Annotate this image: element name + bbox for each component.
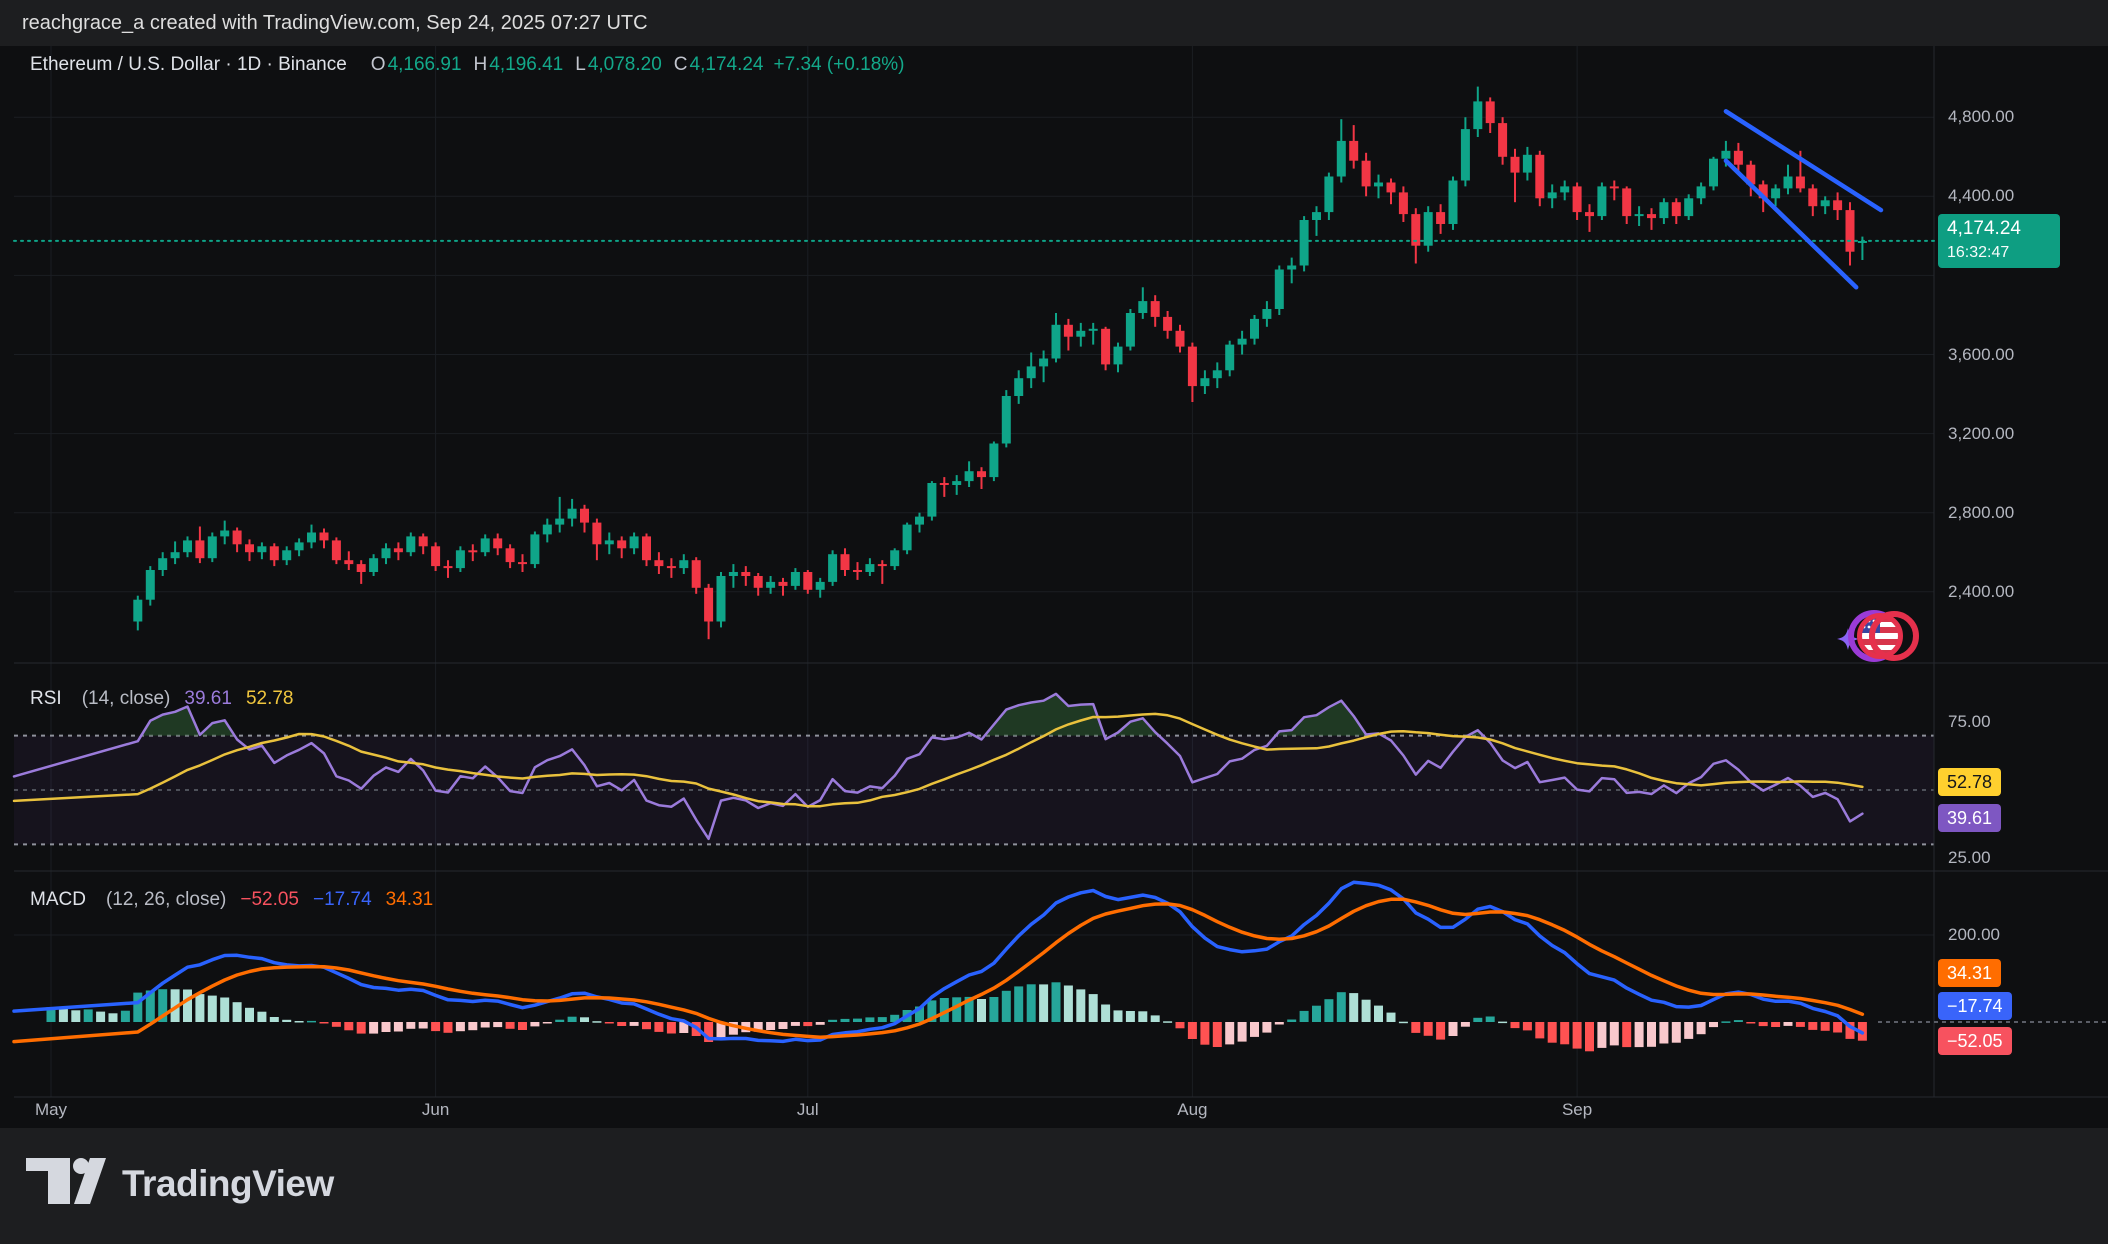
trendline-lower[interactable] bbox=[1723, 158, 1859, 290]
time-axis-label: Sep bbox=[1561, 1100, 1593, 1119]
macd-line-value: −17.74 bbox=[313, 889, 372, 910]
change-value: +7.34 (+0.18%) bbox=[773, 54, 905, 75]
macd-legend[interactable]: MACD (12, 26, close) −52.05 −17.74 34.31 bbox=[30, 889, 433, 911]
price-axis-label: 4,800.00 bbox=[1948, 107, 2015, 127]
time-axis-label: May bbox=[34, 1100, 68, 1119]
rsi-line-value: 39.61 bbox=[184, 688, 232, 709]
tradingview-logo-icon bbox=[26, 1158, 106, 1204]
high-label: H bbox=[473, 54, 488, 75]
symbol-legend[interactable]: Ethereum / U.S. Dollar · 1D · Binance O 4,… bbox=[30, 54, 904, 76]
rsi-axis-label: 75.00 bbox=[1948, 712, 1991, 731]
last-price-value: 4,174.24 bbox=[1947, 218, 2021, 239]
high-value: 4,196.41 bbox=[489, 54, 564, 75]
symbol-title: Ethereum / U.S. Dollar · 1D · Binance bbox=[30, 54, 347, 75]
time-axis-label: Aug bbox=[1177, 1100, 1208, 1119]
low-label: L bbox=[575, 54, 586, 75]
rsi-legend[interactable]: RSI (14, close) 39.61 52.78 bbox=[30, 688, 293, 710]
macd-hist-axis-badge: −52.05 bbox=[1938, 1027, 2012, 1055]
sparkle-icon bbox=[1837, 628, 1859, 650]
tradingview-logo[interactable]: TradingView bbox=[26, 1158, 334, 1210]
macd-title: MACD bbox=[30, 889, 86, 910]
tradingview-logo-text: TradingView bbox=[122, 1163, 334, 1204]
time-axis-label: Jun bbox=[421, 1100, 450, 1119]
close-label: C bbox=[673, 54, 688, 75]
footer-bar: TradingView bbox=[0, 1128, 2108, 1244]
rsi-ma-axis-badge: 52.78 bbox=[1938, 768, 2002, 796]
bar-countdown: 16:32:47 bbox=[1947, 244, 2010, 261]
rsi-params: (14, close) bbox=[81, 688, 171, 709]
macd-signal-value: 34.31 bbox=[385, 889, 434, 910]
macd-hist-value: −52.05 bbox=[240, 889, 300, 910]
rsi-ma-value: 52.78 bbox=[245, 688, 294, 709]
rsi-line-axis-badge: 39.61 bbox=[1938, 804, 2002, 832]
price-axis-label: 3,600.00 bbox=[1948, 344, 2015, 364]
open-label: O bbox=[370, 54, 386, 75]
rsi-title: RSI bbox=[30, 688, 62, 709]
trendline-upper[interactable] bbox=[1723, 109, 1884, 213]
attribution-bar: reachgrace_a created with TradingView.co… bbox=[0, 0, 2108, 46]
last-price-badge: 4,174.24 16:32:47 bbox=[1938, 214, 2060, 268]
price-axis-label: 2,400.00 bbox=[1948, 581, 2015, 601]
macd-axis-label: 200.00 bbox=[1948, 925, 2000, 944]
candles-layer bbox=[133, 86, 1867, 640]
price-axis-label: 4,400.00 bbox=[1948, 186, 2015, 206]
macd-params: (12, 26, close) bbox=[105, 889, 227, 910]
price-axis-label: 2,800.00 bbox=[1948, 502, 2015, 522]
macd-signal-axis-badge: 34.31 bbox=[1938, 959, 2002, 987]
price-axis-label: 3,200.00 bbox=[1948, 423, 2015, 443]
attribution-text: reachgrace_a created with TradingView.co… bbox=[22, 12, 648, 34]
macd-line-axis-badge: −17.74 bbox=[1938, 992, 2012, 1020]
rsi-axis-label: 25.00 bbox=[1948, 848, 1991, 867]
flag-reaction-icon[interactable] bbox=[1837, 610, 1919, 662]
time-axis-label: Jul bbox=[796, 1100, 819, 1119]
low-value: 4,078.20 bbox=[587, 54, 662, 75]
open-value: 4,166.91 bbox=[387, 54, 462, 75]
close-value: 4,174.24 bbox=[689, 54, 764, 75]
